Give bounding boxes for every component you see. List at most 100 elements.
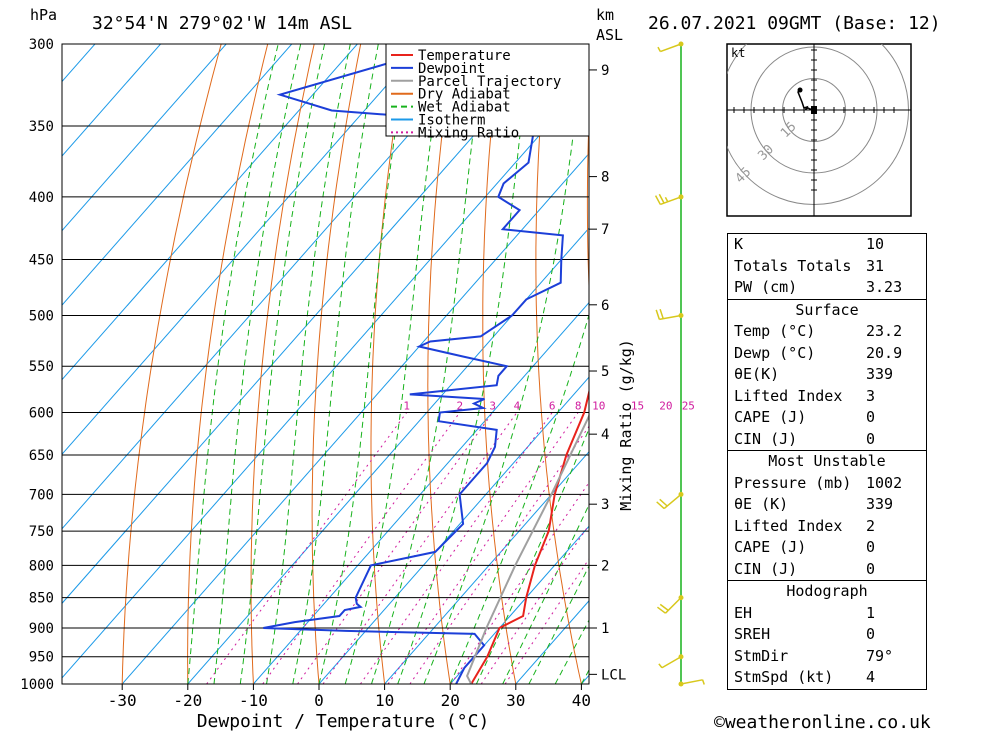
dry-adiabat-line bbox=[535, 44, 582, 684]
pressure-tick-label: 950 bbox=[29, 650, 54, 666]
stat-label: CAPE (J) bbox=[734, 538, 807, 556]
stat-value: 1002 bbox=[866, 473, 903, 492]
mixing-ratio-line bbox=[480, 523, 589, 684]
mixing-ratio-label: 3 bbox=[489, 399, 496, 412]
stat-label: θE(K) bbox=[734, 365, 780, 383]
temperature-line bbox=[470, 388, 589, 684]
wind-barb-feather bbox=[664, 196, 669, 203]
wind-barb-staff bbox=[661, 656, 682, 669]
legend-label: Mixing Ratio bbox=[418, 125, 519, 141]
stat-row: CIN (J) 0 bbox=[728, 559, 926, 581]
plot-frame bbox=[61, 43, 590, 685]
stat-value: 0 bbox=[866, 625, 876, 643]
surface-title: Surface bbox=[795, 300, 859, 319]
legend-label: Wet Adiabat bbox=[418, 100, 511, 116]
stat-label: Dewp (°C) bbox=[734, 343, 816, 362]
stat-value: 23.2 bbox=[866, 322, 903, 340]
legend-label: Dry Adiabat bbox=[418, 87, 511, 103]
stat-value: 0 bbox=[866, 408, 876, 426]
dry-adiabat-line bbox=[637, 44, 712, 684]
isotherm-line bbox=[383, 450, 589, 684]
stat-value: 0 bbox=[866, 559, 876, 578]
stat-label: θE (K) bbox=[734, 495, 789, 513]
pressure-tick-label: 850 bbox=[29, 591, 54, 607]
x-tick-label: 20 bbox=[441, 691, 460, 710]
stat-value: 3.23 bbox=[866, 278, 903, 296]
stat-label: PW (cm) bbox=[734, 278, 798, 296]
pressure-tick-label: 900 bbox=[29, 621, 54, 637]
x-tick-label: -30 bbox=[108, 691, 137, 710]
stat-row: Temp (°C) 23.2 bbox=[728, 321, 926, 343]
pressure-tick-label: 1000 bbox=[20, 677, 54, 693]
datetime-label: 26.07.2021 09GMT (Base: 12) bbox=[648, 13, 941, 34]
stat-value: 79° bbox=[866, 646, 894, 665]
stat-value: 10 bbox=[866, 235, 885, 253]
wet-adiabat-line bbox=[397, 44, 532, 684]
stat-value: 2 bbox=[866, 516, 876, 535]
mixing-ratio-line bbox=[206, 412, 408, 684]
parcel-trajectory-line bbox=[466, 413, 589, 684]
stat-value: 339 bbox=[866, 365, 894, 383]
wind-barb-feather bbox=[701, 679, 705, 685]
stat-label: CAPE (J) bbox=[734, 408, 807, 426]
legend-label: Dewpoint bbox=[418, 61, 485, 77]
stats-panel: K 10 Totals Totals 31 PW (cm) 3.23 Surface … bbox=[727, 233, 927, 690]
km-tick-label: 2 bbox=[601, 558, 609, 574]
stat-label: Temp (°C) bbox=[734, 322, 816, 340]
km-tick-label: 5 bbox=[601, 364, 609, 380]
hodograph-unit-label: kt bbox=[731, 46, 745, 60]
wind-barb-staff bbox=[660, 43, 682, 53]
km-tick-label: 7 bbox=[601, 222, 609, 238]
wet-adiabat-line bbox=[502, 503, 589, 684]
stat-value: 0 bbox=[866, 538, 876, 556]
stat-row: Dewp (°C) 20.9 bbox=[728, 343, 926, 365]
stat-label: SREH bbox=[734, 625, 771, 643]
mixing-ratio-label: 25 bbox=[682, 399, 695, 412]
stat-row: CAPE (J) 0 bbox=[728, 407, 926, 429]
wet-adiabat-line bbox=[528, 565, 589, 684]
hodograph-box: Hodograph EH 1 SREH 0 StmDir 79° StmSpd (kt) 4 bbox=[727, 580, 927, 690]
pressure-tick-label: 550 bbox=[29, 359, 54, 375]
km-tick-label: 3 bbox=[601, 497, 609, 513]
x-axis-title: Dewpoint / Temperature (°C) bbox=[197, 711, 490, 732]
dry-adiabat-line bbox=[370, 44, 408, 684]
index-box: K 10 Totals Totals 31 PW (cm) 3.23 bbox=[727, 233, 927, 300]
wet-adiabat-line bbox=[371, 44, 485, 684]
most-unstable-rows: Pressure (mb) 1002 θE (K) 339 Lifted Index 2 C… bbox=[728, 473, 926, 581]
stat-label: K bbox=[734, 235, 744, 253]
wind-barb-feather bbox=[659, 498, 668, 507]
isotherm-line bbox=[62, 44, 162, 157]
asl-unit-label: ASL bbox=[596, 26, 623, 44]
stat-label: CIN (J) bbox=[734, 429, 798, 448]
stat-row: CIN (J) 0 bbox=[728, 429, 926, 451]
km-unit-label: km bbox=[596, 6, 614, 24]
dry-adiabat-line bbox=[187, 44, 269, 684]
wet-adiabat-line bbox=[239, 44, 326, 684]
wind-barb-feather bbox=[659, 603, 669, 611]
stat-value: 339 bbox=[866, 495, 894, 513]
wet-adiabat-line bbox=[318, 44, 410, 684]
dry-adiabat-line bbox=[250, 44, 315, 684]
mixing-ratio-label: 15 bbox=[631, 399, 644, 412]
wind-barb-feather bbox=[656, 606, 666, 614]
stat-label: EH bbox=[734, 603, 753, 622]
stat-value: 31 bbox=[866, 256, 885, 275]
surface-rows: Temp (°C) 23.2 Dewp (°C) 20.9 θE(K) 339 Lifted… bbox=[728, 321, 926, 450]
mixing-ratio-label: 8 bbox=[575, 399, 582, 412]
stat-row-pw: PW (cm) 3.23 bbox=[728, 277, 926, 299]
stat-row-tt: Totals Totals 31 bbox=[728, 256, 926, 278]
isotherm-line bbox=[449, 525, 589, 684]
wind-barb-feather bbox=[657, 46, 661, 52]
x-tick-label: -20 bbox=[173, 691, 202, 710]
x-tick-label: 10 bbox=[375, 691, 394, 710]
surface-box: Surface Temp (°C) 23.2 Dewp (°C) 20.9 θE(K) 3… bbox=[727, 298, 927, 451]
wet-adiabat-line bbox=[187, 44, 279, 684]
stat-row-k: K 10 bbox=[728, 234, 926, 256]
mixing-ratio-label: 4 bbox=[514, 399, 521, 412]
mixing-ratio-line bbox=[297, 412, 494, 684]
wet-adiabat-line bbox=[449, 313, 589, 684]
wet-adiabat-line bbox=[213, 44, 302, 684]
stat-label: Lifted Index bbox=[734, 386, 843, 405]
